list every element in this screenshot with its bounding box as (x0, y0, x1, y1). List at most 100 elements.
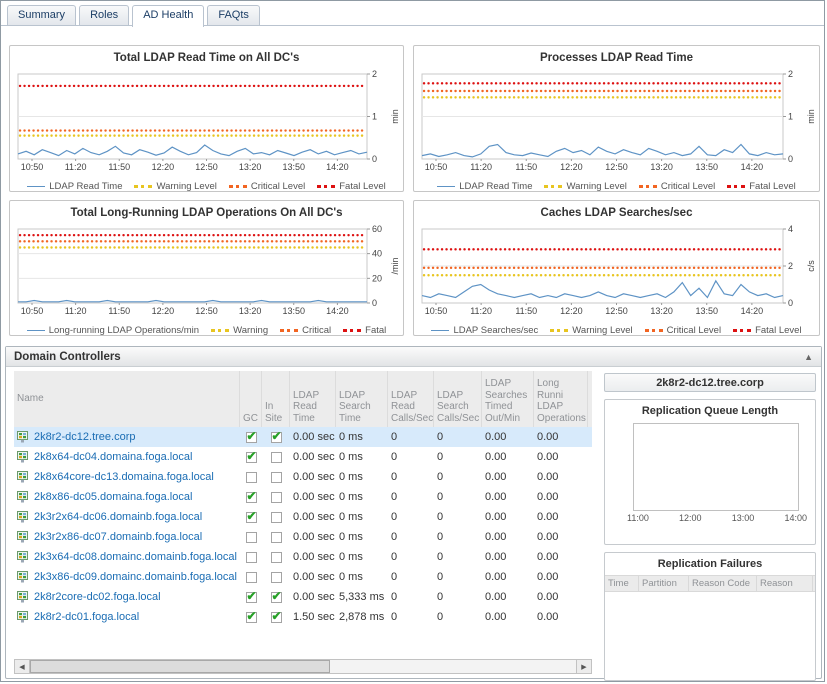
value-cell: 0.00 (482, 451, 534, 463)
checkbox[interactable]: ✔ (246, 432, 257, 443)
checkbox[interactable] (246, 532, 257, 543)
column-header-8[interactable]: Long Runni LDAP Operations (534, 371, 588, 427)
column-header-4[interactable]: LDAP Search Time (336, 371, 388, 427)
horizontal-scrollbar[interactable]: ◀ ▶ (14, 659, 592, 674)
failures-column-header-2[interactable]: Reason Code (689, 576, 757, 591)
dc-name-link[interactable]: 2k3r2x86-dc07.domainb.foga.local (34, 531, 202, 543)
table-row[interactable]: 2k3x86-dc09.domainc.domainb.foga.local 0.… (14, 567, 592, 587)
value-cell: 0.00 (534, 571, 588, 583)
table-row[interactable]: 2k3r2x86-dc07.domainb.foga.local0.00 sec… (14, 527, 592, 547)
checkbox[interactable] (271, 452, 282, 463)
column-header-6[interactable]: LDAP Search Calls/Sec (434, 371, 482, 427)
column-header-1[interactable]: GC (240, 371, 262, 427)
legend-label: Fatal Level (755, 325, 801, 336)
table-row[interactable]: 2k8r2-dc01.foga.local✔✔1.50 sec2,878 ms0… (14, 607, 592, 627)
dc-name-link[interactable]: 2k3x86-dc09.domainc.domainb.foga.local (34, 571, 237, 583)
svg-text:13:20: 13:20 (239, 306, 262, 316)
svg-text:4: 4 (788, 224, 793, 234)
value-cell: 0.00 sec (290, 571, 336, 583)
dc-name-link[interactable]: 2k3r2x64-dc06.domainb.foga.local (34, 511, 202, 523)
dc-name-link[interactable]: 2k8x64-dc04.domaina.foga.local (34, 451, 192, 463)
scroll-right-button[interactable]: ▶ (576, 660, 591, 673)
svg-text:12:20: 12:20 (560, 306, 583, 316)
dc-name-link[interactable]: 2k8r2-dc01.foga.local (34, 611, 139, 623)
gc-cell (240, 552, 262, 563)
scroll-left-button[interactable]: ◀ (15, 660, 30, 673)
checkbox[interactable] (271, 472, 282, 483)
table-row[interactable]: 2k8x86-dc05.domaina.foga.local✔0.00 sec0… (14, 487, 592, 507)
dc-name-link[interactable]: 2k8r2core-dc02.foga.local (34, 591, 161, 603)
value-cell: 0.00 (534, 471, 588, 483)
queue-x-label: 14:00 (784, 513, 807, 523)
table-row[interactable]: 2k8r2core-dc02.foga.local✔✔0.00 sec5,333… (14, 587, 592, 607)
app-window: SummaryRolesAD HealthFAQts Total LDAP Re… (0, 0, 825, 682)
tab-faqts[interactable]: FAQts (207, 5, 260, 25)
value-cell: 0.00 (482, 611, 534, 623)
table-row[interactable]: 2k3r2x64-dc06.domainb.foga.local ✔ 0.00 se… (14, 507, 592, 527)
checkbox[interactable] (271, 552, 282, 563)
in-site-cell (262, 452, 290, 463)
checkbox[interactable]: ✔ (246, 512, 257, 523)
column-header-0[interactable]: Name (14, 371, 240, 427)
threshold-line-icon (211, 329, 229, 332)
chart-panel-0: Total LDAP Read Time on All DC's01210:50… (9, 45, 404, 192)
table-row[interactable]: 2k8x64-dc04.domaina.foga.local✔0.00 sec0… (14, 447, 592, 467)
tab-bar: SummaryRolesAD HealthFAQts (7, 5, 260, 27)
gc-cell (240, 532, 262, 543)
svg-text:20: 20 (372, 273, 382, 283)
threshold-line-icon (727, 185, 745, 188)
column-header-5[interactable]: LDAP Read Calls/Sec (388, 371, 434, 427)
checkbox[interactable]: ✔ (246, 452, 257, 463)
collapse-panel-icon[interactable]: ▲ (804, 352, 813, 362)
dc-name-link[interactable]: 2k8x64core-dc13.domaina.foga.local (34, 471, 214, 483)
scrollbar-track[interactable] (30, 660, 576, 673)
legend-item: Fatal (343, 325, 386, 336)
table-row[interactable]: 2k3x64-dc08.domainc.domainb.foga.local0.… (14, 547, 592, 567)
dc-name-link[interactable]: 2k8r2-dc12.tree.corp (34, 431, 136, 443)
svg-text:0: 0 (788, 298, 793, 308)
column-header-3[interactable]: LDAP Read Time (290, 371, 336, 427)
check-icon: ✔ (247, 492, 257, 503)
checkbox[interactable] (246, 552, 257, 563)
failures-column-header-3[interactable]: Reason (757, 576, 813, 591)
svg-text:14:20: 14:20 (326, 162, 349, 172)
column-header-7[interactable]: LDAP Searches Timed Out/Min (482, 371, 534, 427)
checkbox[interactable]: ✔ (271, 592, 282, 603)
checkbox[interactable]: ✔ (246, 612, 257, 623)
checkbox[interactable] (246, 472, 257, 483)
gc-cell: ✔ (240, 612, 262, 623)
svg-text:12:20: 12:20 (560, 162, 583, 172)
checkbox[interactable] (271, 532, 282, 543)
table-row[interactable]: 2k8x64core-dc13.domaina.foga.local0.00 s… (14, 467, 592, 487)
svg-text:0: 0 (788, 154, 793, 164)
table-row[interactable]: 2k8r2-dc12.tree.corp✔✔0.00 sec0 ms000.00… (14, 427, 592, 447)
checkbox[interactable]: ✔ (246, 592, 257, 603)
checkbox[interactable] (271, 512, 282, 523)
legend-item: LDAP Searches/sec (431, 325, 538, 336)
value-cell: 0 (434, 611, 482, 623)
tab-roles[interactable]: Roles (79, 5, 129, 25)
dc-name-link[interactable]: 2k3x64-dc08.domainc.domainb.foga.local (34, 551, 237, 563)
tab-summary[interactable]: Summary (7, 5, 76, 25)
failures-column-header-1[interactable]: Partition (639, 576, 689, 591)
dc-name-link[interactable]: 2k8x86-dc05.domaina.foga.local (34, 491, 192, 503)
domain-controller-icon (17, 511, 30, 523)
threshold-line-icon (733, 329, 751, 332)
column-header-2[interactable]: In Site (262, 371, 290, 427)
checkbox[interactable] (246, 572, 257, 583)
value-cell: 0.00 sec (290, 511, 336, 523)
scrollbar-thumb[interactable] (30, 660, 330, 673)
value-cell: 0.00 (534, 591, 588, 603)
checkbox[interactable]: ✔ (271, 612, 282, 623)
checkbox[interactable]: ✔ (246, 492, 257, 503)
checkbox[interactable]: ✔ (271, 432, 282, 443)
failures-column-header-0[interactable]: Time (605, 576, 639, 591)
checkbox[interactable] (271, 572, 282, 583)
checkbox[interactable] (271, 492, 282, 503)
value-cell: 0.00 (534, 531, 588, 543)
domain-controllers-panel: Domain Controllers ▲ NameGCIn SiteLDAP R… (5, 346, 822, 679)
tab-ad-health[interactable]: AD Health (132, 5, 204, 27)
svg-text:0: 0 (372, 298, 377, 308)
svg-text:14:20: 14:20 (741, 306, 764, 316)
domain-controller-icon (17, 551, 30, 563)
